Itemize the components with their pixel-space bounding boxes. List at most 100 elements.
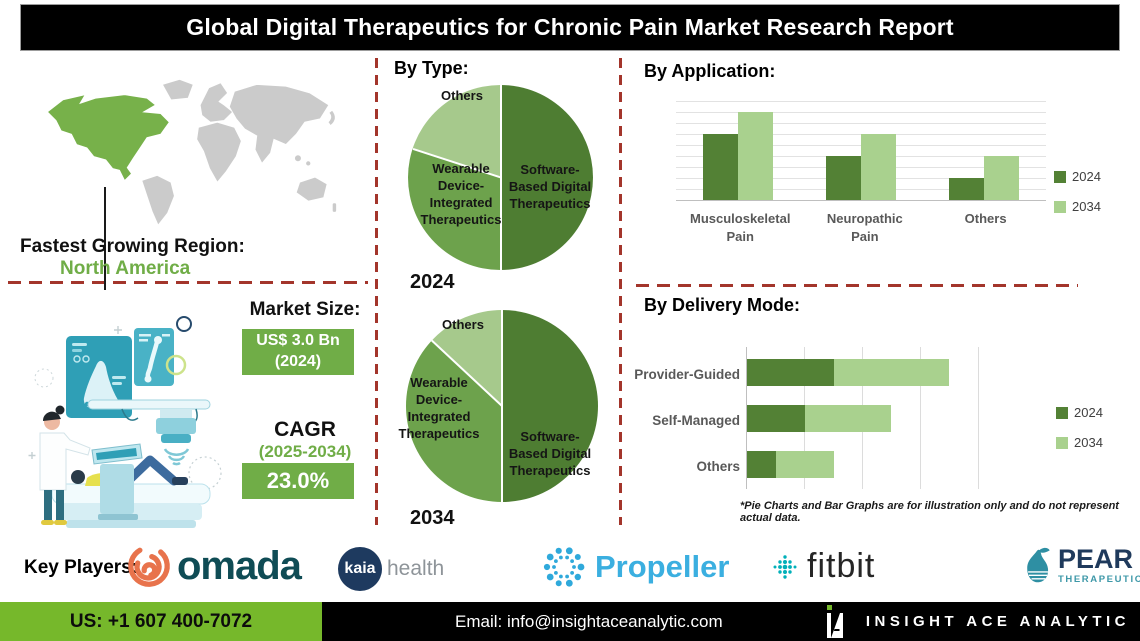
by-application-heading: By Application: [644,61,776,81]
delivery-bar-provider-guided [747,359,949,386]
segment-self-2034 [804,405,892,432]
cagr-value-box: 23.0% [242,463,354,499]
legend-label-2034: 2034 [1072,199,1101,214]
legend-2024: 2024 [1054,169,1101,184]
medical-illustration [0,288,235,535]
market-size-heading: Market Size: [249,299,361,320]
pie-chart-2034: Others Wearable Device-Integrated Therap… [399,310,598,502]
fastest-growing-region-caption: Fastest Growing Region: [20,236,245,257]
segment-others-2034 [775,451,834,478]
map-greenland [161,78,194,101]
legend-swatch-2024 [1056,406,1068,419]
legend-label-2024: 2024 [1074,405,1103,420]
pie-2024-label-software: Software-Based Digital Therapeutics [508,162,592,212]
pear-wordmark: PEAR [1058,543,1134,574]
fastest-growing-region-value: North America [60,258,191,279]
category-musculoskeletal: Musculoskeletal Pain [690,211,791,244]
market-size-panel: Market Size: US$ 3.0 Bn (2024) CAGR (202… [235,287,375,533]
delivery-mode-chart [746,347,980,489]
by-delivery-heading: By Delivery Mode: [644,295,801,315]
divider-horizontal-right [636,284,1078,287]
report-title: Global Digital Therapeutics for Chronic … [186,14,954,40]
application-legend: 2024 2034 [1054,169,1101,214]
segment-provider-2034 [833,359,949,386]
pie-2034-label-wearable: Wearable Device-Integrated Therapeutics [398,375,480,442]
key-players-label: Key Players: [24,557,139,578]
phone-number: US: +1 607 400-7072 [69,610,253,632]
delivery-bar-self-managed [747,405,892,432]
by-application-panel: By Application: Musculoskeletal Pain Neu… [622,55,1140,283]
key-players-section: Key Players: omada kaia health [0,535,1140,599]
cagr-period: (2025-2034) [258,442,352,461]
kaia-health-wordmark: health [387,557,445,580]
propeller-icon [543,547,585,587]
pear-therapeutics-wordmark: THERAPEUTICS [1058,573,1140,585]
segment-self-2024 [747,405,805,432]
delivery-label-provider-guided: Provider-Guided [634,367,740,382]
map-north-america-highlight [46,94,170,182]
kaia-icon: kaia [338,547,382,591]
insight-ace-logo [827,605,843,638]
bar-neuropathic-2034 [860,134,896,200]
contact-bar: US: +1 607 400-7072 Email: info@insighta… [0,602,1140,641]
legend-2034: 2034 [1054,199,1101,214]
market-size-value: US$ 3.0 Bn [256,332,340,350]
kaia-wordmark: kaia [344,560,376,577]
map-europe [199,82,234,123]
company-name: INSIGHT ACE ANALYTIC [865,613,1130,630]
divider-vertical-left [375,58,378,525]
by-type-heading: By Type: [394,58,469,78]
cagr-value: 23.0% [266,468,330,493]
phone-section: US: +1 607 400-7072 [0,602,322,641]
fitbit-wordmark: fitbit [807,547,876,585]
application-category-labels: Musculoskeletal Pain Neuropathic Pain Ot… [676,210,1046,245]
omada-wordmark: omada [177,543,302,588]
divider-vertical-right [619,58,622,525]
world-map [46,78,337,226]
pie-2024-label-others: Others [441,88,483,103]
bar-others-2024 [949,178,985,200]
brand-kaia-health: kaia health [338,547,444,591]
legend-2024: 2024 [1056,405,1103,420]
pie-2034-separator-vertical [501,310,503,502]
pie-2034-label-software: Software-Based Digital Therapeutics [508,429,592,479]
by-delivery-mode-panel: By Delivery Mode: Provider-Guided Self-M… [622,287,1140,533]
category-others: Others [964,211,1007,226]
email-section: Email: info@insightaceanalytic.com INSIG… [322,602,1140,641]
legend-label-2034: 2034 [1074,435,1103,450]
bar-musculoskeletal-2024 [702,134,738,200]
map-africa [196,121,242,183]
bar-musculoskeletal-2034 [737,112,773,200]
bar-group-others [949,101,1020,200]
legend-swatch-2034 [1056,436,1068,449]
legend-2034: 2034 [1056,435,1103,450]
report-title-bar: Global Digital Therapeutics for Chronic … [20,4,1120,51]
pie-chart-2024: Others Wearable Device-Integrated Therap… [408,85,593,270]
market-size-year: (2024) [274,353,322,370]
disclaimer-footnote: *Pie Charts and Bar Graphs are for illus… [740,500,1119,524]
fitbit-icon [773,554,797,579]
delivery-legend: 2024 2034 [1056,405,1103,450]
pear-icon [1027,547,1050,583]
divider-horizontal-left [8,281,368,284]
legend-label-2024: 2024 [1072,169,1101,184]
map-south-america [141,174,175,226]
pie-2034-label-others: Others [442,317,484,332]
bar-group-neuropathic [825,101,896,200]
category-neuropathic: Neuropathic Pain [826,211,903,244]
brand-omada: omada [126,543,302,589]
segment-others-2024 [747,451,776,478]
brand-pear-therapeutics: PEAR THERAPEUTICS [1016,543,1140,587]
map-asia [228,84,330,165]
bar-group-musculoskeletal [702,101,773,200]
pie-2024-label-wearable: Wearable Device-Integrated Therapeutics [420,161,502,228]
delivery-label-self-managed: Self-Managed [652,413,740,428]
by-type-panel: By Type: Others Wearable Device-Integrat… [378,55,620,533]
brand-propeller: Propeller [540,543,729,591]
legend-swatch-2034 [1054,200,1066,213]
omada-icon [128,545,170,587]
map-australia [295,176,328,202]
bar-neuropathic-2024 [825,156,861,200]
cagr-label: CAGR [274,418,336,441]
